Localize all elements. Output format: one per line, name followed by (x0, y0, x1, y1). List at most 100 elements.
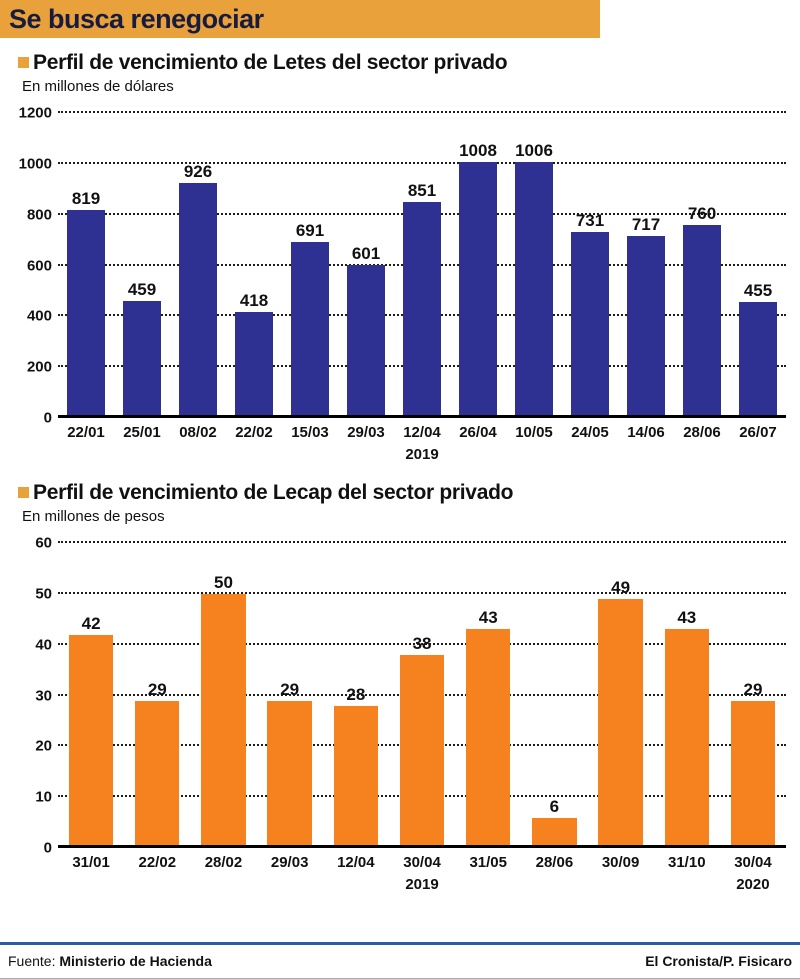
y-tick-label: 800 (26, 206, 52, 224)
letes-chart-title: Perfil de vencimiento de Letes del secto… (33, 51, 508, 74)
bar-slot: 38 (389, 543, 455, 848)
bar-slot: 459 (114, 113, 170, 418)
bar-value-label: 601 (351, 244, 381, 264)
source-text: Fuente: Ministerio de Hacienda (8, 953, 212, 969)
x-axis-line: 0 (44, 840, 786, 857)
y-tick-label: 0 (43, 839, 52, 857)
y-tick-label: 600 (26, 257, 52, 274)
credit-text: El Cronista/P. Fisicaro (645, 953, 792, 969)
bar-value-label: 29 (147, 679, 167, 699)
lecap-chart-title: Perfil de vencimiento de Lecap del secto… (33, 481, 514, 504)
bar-14-06 (627, 235, 665, 418)
bar-slot: 29 (720, 543, 786, 848)
bar-28-06 (532, 817, 577, 848)
x-tick-label: 31/10 (668, 854, 706, 871)
y-tick-label: 50 (35, 585, 52, 603)
lecap-chart-section: Perfil de vencimiento de Lecap del secto… (0, 481, 800, 895)
year-label-2019: 2019 (405, 876, 439, 893)
bar-value-label: 455 (743, 281, 773, 301)
letes-year-row: 2019 (58, 443, 786, 465)
bar-slot: 43 (654, 543, 720, 848)
bar-15-03 (291, 242, 329, 418)
page-title: Se busca renegociar (9, 3, 264, 34)
x-tick-label: 30/09 (601, 854, 640, 871)
source-name: Ministerio de Hacienda (59, 953, 212, 969)
bar-value-label: 6 (549, 796, 560, 816)
bar-24-05 (571, 232, 609, 418)
bar-slot: 43 (455, 543, 521, 848)
x-tick-label: 14/06 (627, 424, 665, 441)
x-axis-line: 0 (44, 410, 786, 427)
bar-slot: 418 (226, 113, 282, 418)
lecap-chart-subtitle: En millones de pesos (22, 508, 165, 525)
x-tick-label: 22/01 (67, 424, 105, 441)
x-tick-label: 12/04 (337, 854, 375, 871)
x-tick-label: 30/04 (403, 854, 441, 871)
bar-value-label: 731 (575, 211, 605, 231)
bullet-square-icon (18, 487, 29, 498)
bar-slot: 6 (521, 543, 587, 848)
y-tick-label: 20 (35, 737, 52, 755)
header-banner: Se busca renegociar (0, 0, 600, 38)
bars-container: 819 459 926 418 691 601 851 1008 1006 731 717 760 45… (58, 113, 786, 418)
x-tick-label: 24/05 (571, 424, 609, 441)
y-tick-label: 400 (26, 307, 52, 325)
y-tick-label: 40 (35, 636, 52, 654)
x-tick-label: 30/04 (734, 854, 772, 871)
y-tick-label: 0 (43, 409, 52, 427)
bar-slot: 42 (58, 543, 124, 848)
year-label-2019: 2019 (405, 446, 439, 463)
bar-28-02 (201, 593, 246, 848)
bar-22-02 (135, 700, 180, 848)
bar-value-label: 851 (407, 180, 437, 200)
x-tick-label: 22/02 (138, 854, 177, 871)
x-tick-label: 26/07 (739, 424, 777, 441)
bar-slot: 50 (190, 543, 256, 848)
bar-29-03 (267, 700, 312, 848)
bar-12-04 (403, 201, 441, 418)
bar-slot: 601 (338, 113, 394, 418)
bar-slot: 49 (588, 543, 654, 848)
x-tick-label: 28/06 (683, 424, 721, 441)
bar-value-label: 28 (346, 684, 366, 704)
x-tick-label: 31/01 (72, 854, 110, 871)
bar-08-02 (179, 182, 217, 418)
x-tick-label: 12/04 (403, 424, 441, 441)
bar-value-label: 926 (183, 161, 213, 181)
bullet-square-icon (18, 57, 29, 68)
x-tick-label: 10/05 (515, 424, 553, 441)
letes-chart-section: Perfil de vencimiento de Letes del secto… (0, 51, 800, 465)
x-tick-label: 08/02 (179, 424, 217, 441)
bar-value-label: 1006 (515, 141, 553, 161)
bar-value-label: 38 (412, 633, 432, 653)
bar-22-01 (67, 209, 105, 418)
lecap-x-axis-labels: 31/01 22/02 28/02 29/03 12/04 30/04 31/05 28/06… (58, 854, 786, 871)
x-tick-label: 25/01 (123, 424, 161, 441)
gridline: 60 (35, 535, 786, 552)
x-tick-label: 15/03 (291, 424, 329, 441)
y-tick-label: 30 (35, 687, 52, 704)
bar-slot: 1008 (450, 113, 506, 418)
x-tick-label: 31/05 (469, 854, 507, 871)
bar-value-label: 418 (239, 290, 269, 310)
bar-slot: 455 (730, 113, 786, 418)
bar-slot: 731 (562, 113, 618, 418)
bar-31-05 (466, 629, 511, 848)
bar-value-label: 49 (611, 577, 631, 597)
y-tick-label: 200 (26, 358, 52, 376)
bar-26-07 (739, 302, 777, 418)
bar-29-03 (347, 265, 385, 418)
bar-slot: 691 (282, 113, 338, 418)
bar-value-label: 50 (214, 572, 233, 592)
x-tick-label: 28/02 (204, 854, 243, 871)
bar-value-label: 29 (280, 679, 300, 699)
bar-28-06 (683, 224, 721, 418)
x-tick-label: 29/03 (270, 854, 309, 871)
bar-value-label: 819 (71, 188, 101, 208)
x-tick-label: 22/02 (235, 424, 273, 441)
y-tick-label: 1200 (18, 104, 52, 122)
gridline: 1000 (19, 155, 786, 172)
y-tick-label: 10 (35, 788, 52, 806)
bar-slot: 717 (618, 113, 674, 418)
bar-slot: 29 (124, 543, 190, 848)
